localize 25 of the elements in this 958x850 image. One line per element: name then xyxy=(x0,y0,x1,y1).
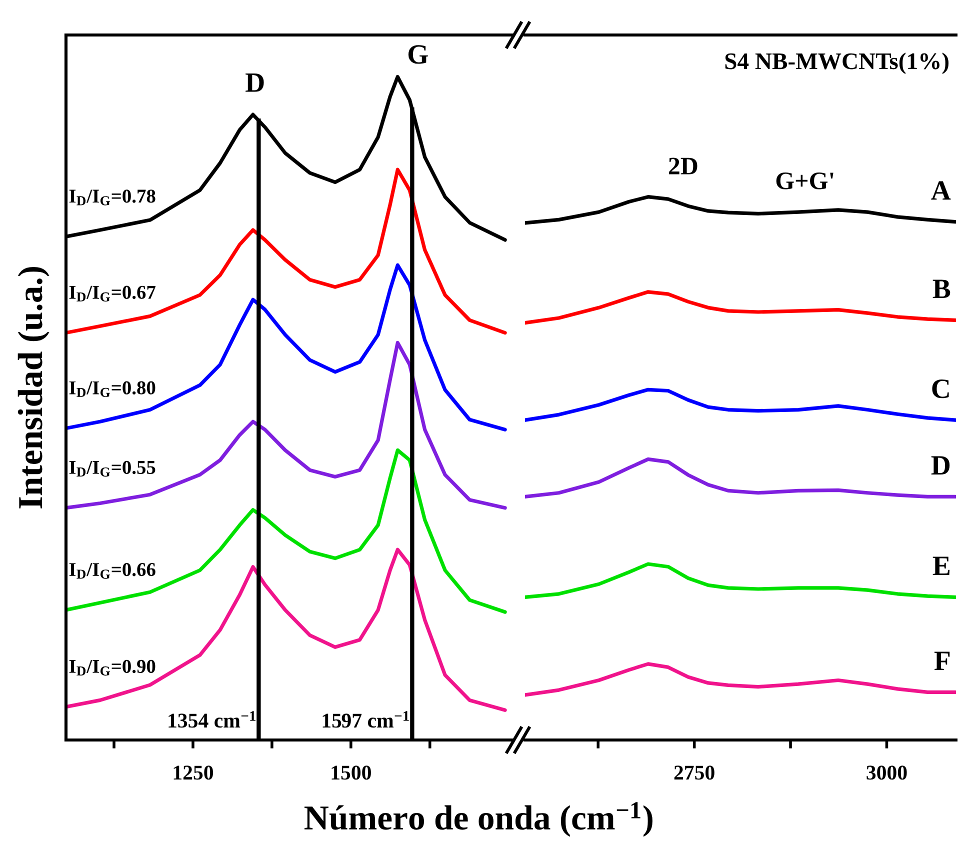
text: S4 NB-MWCNTs(1%) xyxy=(725,52,948,74)
x-tick-label: 1250 xyxy=(174,766,214,780)
ref-line-label: 1597 cm$^{−1}$ xyxy=(322,711,409,728)
annotation: D xyxy=(246,74,264,92)
series-label: I$_{D}$/I$_{G}$=0.67 xyxy=(69,286,156,302)
series-label: F xyxy=(934,652,950,670)
series-label: I$_{D}$/I$_{G}$=0.80 xyxy=(69,381,156,398)
series-label: E xyxy=(932,556,950,575)
series-label: I$_{D}$/I$_{G}$=0.66 xyxy=(69,562,156,579)
series-label: C xyxy=(932,379,949,398)
series-label: A xyxy=(931,181,951,200)
text: G+G' xyxy=(776,172,834,190)
series-label: D xyxy=(931,456,950,475)
series-label: I$_{D}$/I$_{G}$=0.90 xyxy=(69,660,156,676)
x-tick-label: 1500 xyxy=(332,766,371,780)
x-tick-label: 3000 xyxy=(866,766,907,780)
series-label: I$_{D}$/I$_{G}$=0.55 xyxy=(69,460,156,477)
x-axis-title: Número de onda (cm$^{−1}$) xyxy=(304,802,652,837)
y-axis-title: Intensidad (u.a.) xyxy=(18,266,50,508)
text: G xyxy=(408,45,428,64)
text: 2D xyxy=(668,158,698,174)
ref-line-label: 1354 cm$^{−1}$ xyxy=(168,711,256,728)
series-label: B xyxy=(932,280,950,298)
series-label: I$_{D}$/I$_{G}$=0.78 xyxy=(69,190,156,206)
x-tick-label: 2750 xyxy=(674,766,714,780)
